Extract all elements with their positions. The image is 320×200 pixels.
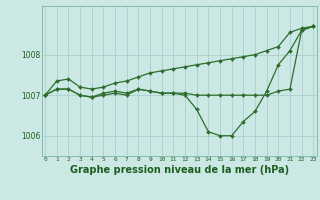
X-axis label: Graphe pression niveau de la mer (hPa): Graphe pression niveau de la mer (hPa) [70,165,289,175]
